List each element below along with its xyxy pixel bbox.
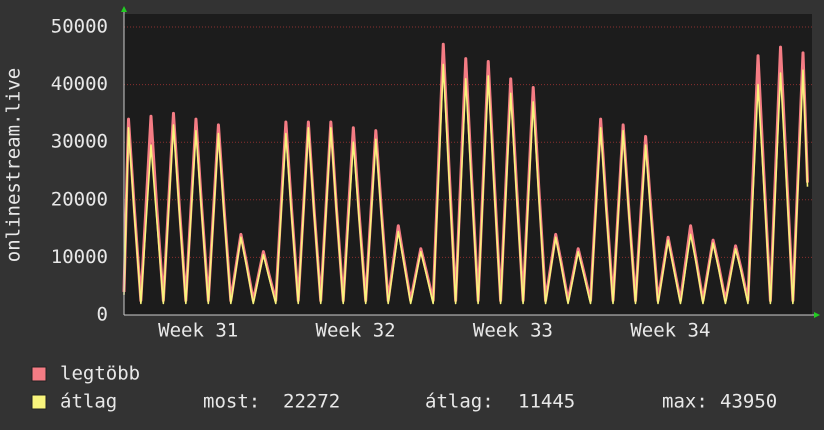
stat-value: 22272 <box>283 391 340 413</box>
y-tick-label: 20000 <box>51 188 108 210</box>
legend-swatch <box>31 366 47 382</box>
y-axis-label: onlinestream.live <box>3 68 25 262</box>
x-tick-label: Week 34 <box>630 320 710 342</box>
axis-arrow <box>121 6 127 12</box>
legend-label: legtöbb <box>60 363 140 385</box>
y-tick-label: 50000 <box>51 16 108 38</box>
legend-swatch <box>31 394 47 410</box>
legend-label: átlag <box>60 391 117 413</box>
y-tick-label: 10000 <box>51 246 108 268</box>
y-tick-label: 30000 <box>51 131 108 153</box>
x-tick-label: Week 33 <box>473 320 553 342</box>
series-line <box>123 63 809 305</box>
stat-label: most: <box>203 391 260 413</box>
x-tick-label: Week 32 <box>316 320 396 342</box>
stat-label: max: <box>662 391 708 413</box>
y-tick-label: 40000 <box>51 73 108 95</box>
stat-value: 11445 <box>518 391 575 413</box>
y-tick-label: 0 <box>97 304 108 326</box>
stat-value: 43950 <box>720 391 777 413</box>
axis-arrow <box>814 312 820 318</box>
x-tick-label: Week 31 <box>158 320 238 342</box>
stat-label: átlag: <box>425 391 494 413</box>
